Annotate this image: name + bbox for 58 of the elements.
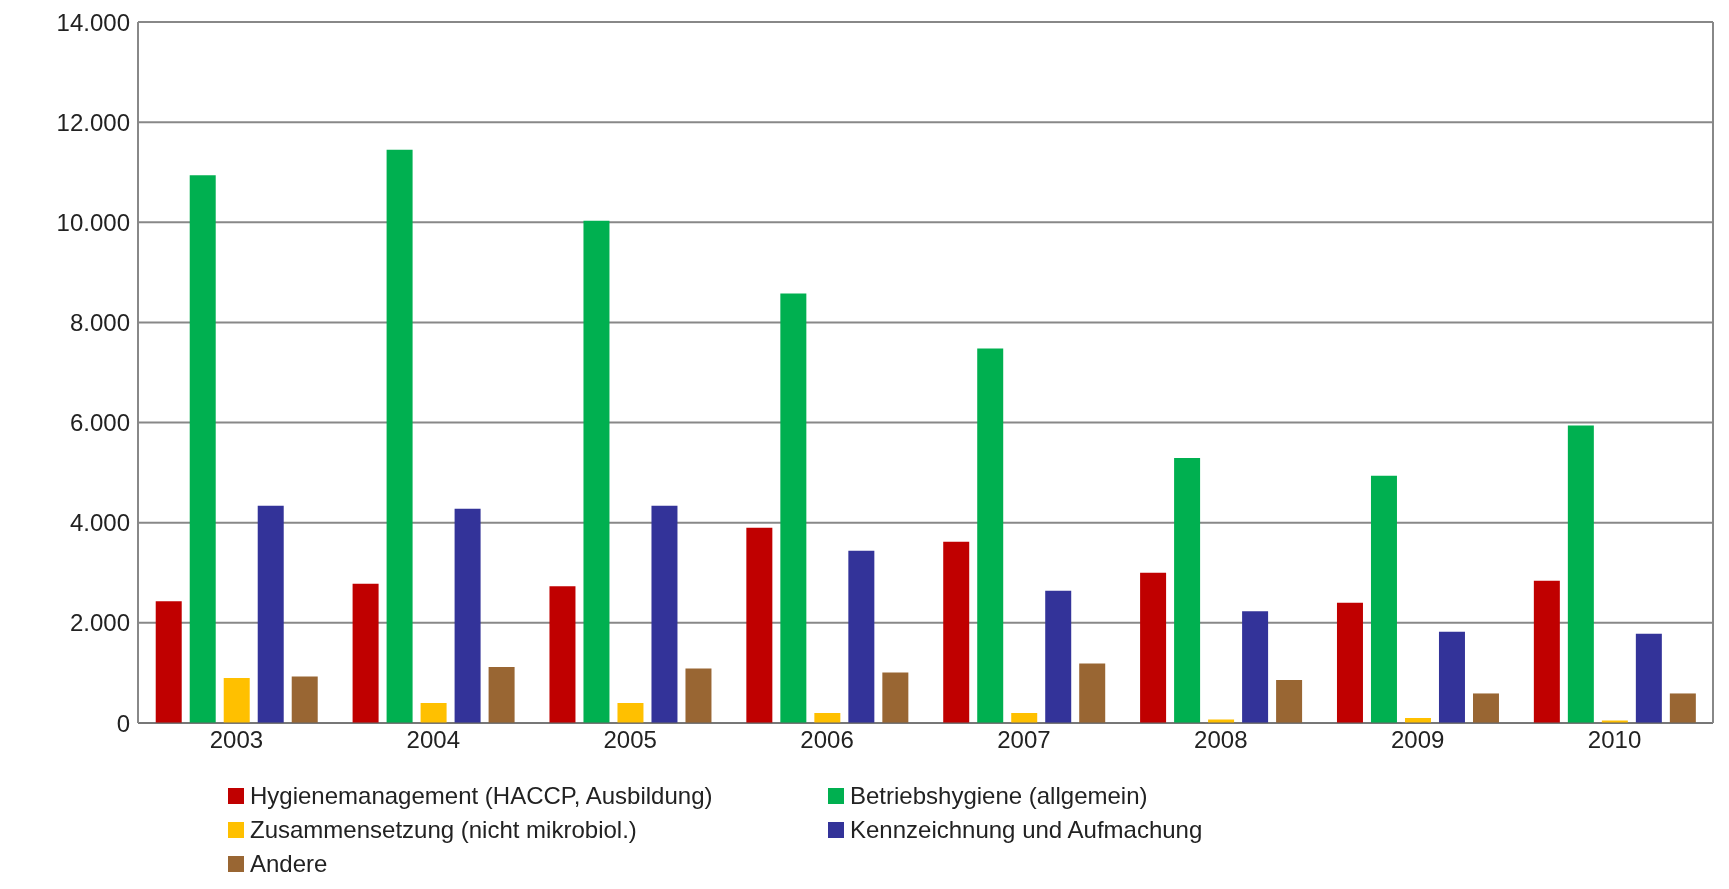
bar [617, 702, 644, 723]
legend-label: Andere [250, 850, 328, 878]
bar [1370, 475, 1397, 723]
y-tick-label: 10.000 [56, 208, 130, 236]
bar [943, 541, 970, 723]
bar [780, 293, 807, 723]
bar [189, 175, 216, 723]
y-tick-label: 8.000 [69, 308, 130, 336]
bar [352, 583, 379, 723]
bar [1045, 590, 1072, 723]
y-tick-label: 2.000 [69, 609, 130, 637]
bar [1011, 712, 1038, 723]
bar [1079, 663, 1106, 723]
bar [882, 672, 909, 723]
bar [291, 676, 318, 723]
bar [1567, 425, 1594, 723]
bar [155, 601, 182, 723]
x-tick-label: 2009 [1390, 726, 1445, 754]
bar [1533, 580, 1560, 723]
y-tick-label: 4.000 [69, 509, 130, 537]
y-tick-label: 0 [116, 709, 130, 737]
bar [386, 149, 413, 723]
y-tick-label: 14.000 [56, 8, 130, 36]
bar [1669, 693, 1696, 723]
bar [685, 668, 712, 723]
x-tick-label: 2008 [1194, 726, 1248, 754]
bar [257, 505, 284, 723]
bar [223, 677, 250, 723]
bar [1242, 611, 1269, 723]
x-tick-label: 2010 [1587, 726, 1642, 754]
legend-label: Zusammensetzung (nicht mikrobiol.) [250, 816, 637, 844]
bar [549, 586, 576, 723]
bar [651, 505, 678, 723]
bar [583, 220, 610, 723]
legend-label: Hygienemanagement (HACCP, Ausbildung) [250, 782, 713, 810]
bar [814, 712, 841, 723]
x-tick-label: 2004 [406, 726, 461, 754]
bar [488, 666, 515, 723]
bar [746, 527, 773, 723]
x-tick-label: 2005 [603, 726, 657, 754]
bar [420, 702, 447, 723]
legend-label: Kennzeichnung und Aufmachung [850, 816, 1203, 844]
bar [1472, 693, 1499, 723]
bar [1276, 679, 1303, 723]
bar [1635, 633, 1662, 723]
legend-label: Betriebshygiene (allgemein) [850, 782, 1148, 810]
y-tick-label: 12.000 [56, 108, 130, 136]
bar [1140, 572, 1167, 723]
y-tick-label: 6.000 [69, 409, 130, 437]
x-tick-label: 2007 [997, 726, 1051, 754]
bar [1438, 631, 1465, 723]
x-tick-label: 2006 [800, 726, 854, 754]
bar [454, 508, 481, 723]
bar [1174, 458, 1201, 723]
x-tick-label: 2003 [209, 726, 264, 754]
bar [848, 550, 875, 723]
bar [977, 348, 1004, 723]
bar [1336, 602, 1363, 723]
